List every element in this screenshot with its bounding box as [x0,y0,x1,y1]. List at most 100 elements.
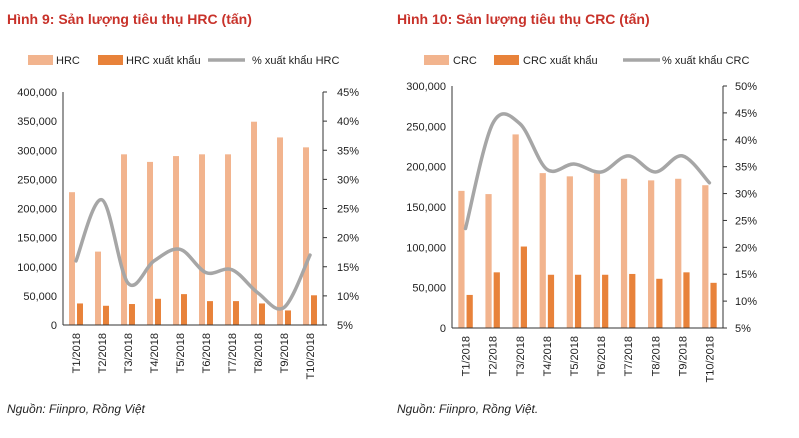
y-left-tick-label: 250,000 [406,121,446,133]
x-tick-label: T3/2018 [515,336,527,376]
chart-2-title: Hình 10: Sản lượng tiêu thụ CRC (tấn) [397,11,650,27]
bar-total-3 [121,154,127,325]
x-tick-label: T5/2018 [175,333,187,373]
bar-total-9 [277,137,283,325]
bar-total-8 [251,121,257,326]
x-tick-label: T10/2018 [704,336,716,382]
bar-export-4 [155,298,161,325]
bar-total-10 [702,185,709,328]
bar-total-2 [95,251,101,325]
y-right-tick-label: 45% [735,108,757,120]
bar-total-7 [225,154,231,325]
legend-label-3: % xuất khẩu CRC [662,55,749,67]
bar-total-3 [512,134,519,328]
y-left-tick-label: 250,000 [17,174,57,186]
bar-export-6 [207,301,213,325]
y-left-tick-label: 50,000 [412,283,446,295]
y-right-tick-label: 5% [337,320,353,332]
y-right-tick-label: 35% [735,162,757,174]
x-tick-label: T3/2018 [123,333,135,373]
bar-export-7 [629,273,636,328]
y-right-tick-label: 20% [337,233,359,245]
bar-total-10 [303,147,309,325]
y-right-tick-label: 15% [337,262,359,274]
bar-export-3 [520,246,527,328]
bar-total-1 [69,192,75,325]
x-tick-label: T7/2018 [227,333,239,373]
bar-export-5 [574,274,582,328]
legend-label-1: HRC [56,55,80,67]
bar-export-7 [233,301,239,325]
y-right-tick-label: 20% [735,242,757,254]
bar-total-5 [566,176,573,328]
export-share-line [463,112,712,231]
y-right-tick-label: 40% [337,116,359,128]
y-left-tick-label: 400,000 [17,87,57,99]
legend-swatch-1 [424,55,449,65]
y-right-tick-label: 10% [735,296,757,308]
bar-export-10 [311,295,317,325]
bar-total-8 [648,180,655,328]
y-left-tick-label: 300,000 [406,81,446,93]
y-left-tick-label: 0 [51,320,57,332]
legend-label-2: CRC xuất khẩu [523,55,598,67]
y-right-tick-label: 40% [735,135,757,147]
y-left-tick-label: 50,000 [23,291,57,303]
crc-chart: CRC CRC xuất khẩu % xuất khẩu CRC 0 50,000 10… [406,55,757,382]
y-left-tick-label: 150,000 [17,233,57,245]
bar-total-6 [199,154,205,325]
legend-swatch-2 [494,55,519,65]
y-left-tick-label: 200,000 [17,204,57,216]
y-left-tick-label: 300,000 [17,145,57,157]
x-tick-label: T7/2018 [623,336,635,376]
x-tick-label: T4/2018 [542,336,554,376]
chart-1-source: Nguồn: Fiinpro, Rồng Việt [7,402,145,416]
y-right-tick-label: 35% [337,145,359,157]
bar-total-5 [173,156,179,325]
chart-1-title: Hình 9: Sản lượng tiêu thụ HRC (tấn) [7,11,252,27]
bar-export-1 [77,303,83,325]
y-left-tick-label: 150,000 [406,202,446,214]
y-right-tick-label: 25% [735,215,757,227]
bar-export-4 [547,274,555,328]
y-right-tick-label: 15% [735,269,757,281]
bar-export-6 [602,274,609,328]
x-tick-label: T1/2018 [461,336,473,376]
x-tick-label: T8/2018 [253,333,265,373]
legend-label-3: % xuất khẩu HRC [252,55,339,67]
x-tick-label: T2/2018 [97,333,109,373]
x-tick-label: T2/2018 [488,336,500,376]
y-left-tick-label: 100,000 [406,242,446,254]
bar-export-9 [683,272,690,328]
y-left-tick-label: 100,000 [17,262,57,274]
y-left-tick-label: 200,000 [406,162,446,174]
bar-total-6 [593,173,601,328]
hrc-chart: HRC HRC xuất khẩu % xuất khẩu HRC 0 50,000 10… [17,55,359,379]
bar-export-2 [493,272,500,328]
y-right-tick-label: 30% [735,189,757,201]
x-tick-label: T6/2018 [596,336,608,376]
y-right-tick-label: 50% [735,81,757,93]
bar-export-8 [656,278,663,328]
x-tick-label: T1/2018 [71,333,83,373]
y-right-tick-label: 25% [337,204,359,216]
legend-label-1: CRC [453,55,477,67]
y-right-tick-label: 30% [337,174,359,186]
bar-export-3 [129,304,135,325]
x-tick-label: T10/2018 [305,333,317,379]
y-right-tick-label: 10% [337,291,359,303]
bar-export-2 [103,305,109,325]
x-tick-label: T5/2018 [569,336,581,376]
bar-total-4 [539,173,546,328]
x-tick-label: T8/2018 [650,336,662,376]
x-tick-label: T4/2018 [149,333,161,373]
bar-export-5 [181,294,187,325]
legend-swatch-1 [28,55,53,65]
export-share-line [74,198,312,311]
legend-label-2: HRC xuất khẩu [126,55,201,67]
y-left-tick-label: 350,000 [17,116,57,128]
y-left-tick-label: 0 [440,323,446,335]
chart-2-source: Nguồn: Fiinpro, Rồng Việt. [397,402,539,416]
bar-total-9 [675,178,682,328]
bar-total-4 [147,161,153,325]
